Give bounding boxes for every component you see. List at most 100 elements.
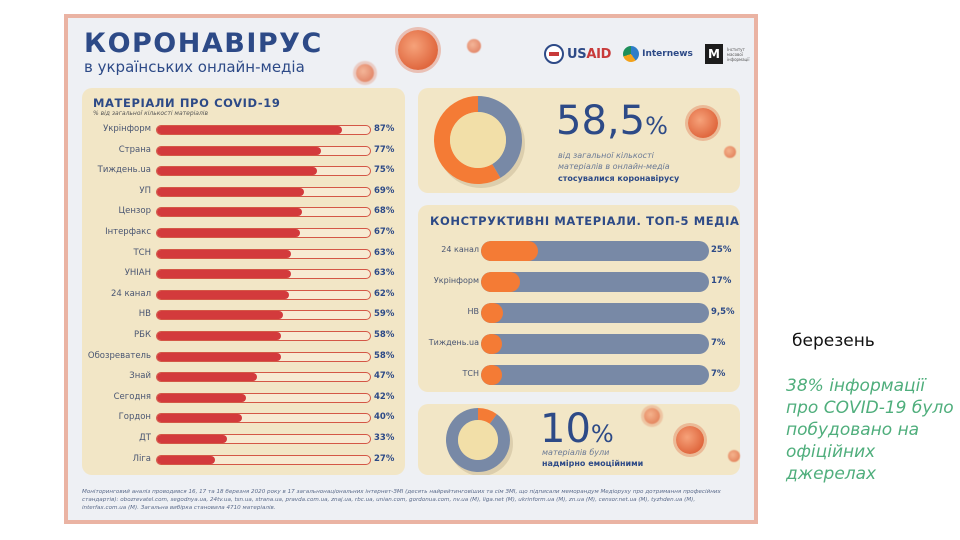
bar-fill xyxy=(157,187,304,196)
constructive-bar-row: 24 канал 25% xyxy=(418,241,740,261)
bar-track xyxy=(156,269,371,280)
bar-track xyxy=(156,228,371,238)
bar-value-label: 33% xyxy=(374,433,395,443)
bar-label: Тиждень.ua xyxy=(428,338,479,347)
virus-icon xyxy=(724,146,736,158)
constructive-bar-row: ТСН 7% xyxy=(418,365,740,385)
bar-value-label: 40% xyxy=(374,412,395,423)
covid-bar-row: 24 канал 62% xyxy=(82,288,405,302)
bar-fill xyxy=(157,290,290,299)
virus-icon xyxy=(644,408,660,424)
bar-label: Укрінформ xyxy=(433,276,479,285)
covid-bar-row: УП 69% xyxy=(82,185,405,199)
bar-fill xyxy=(481,241,538,261)
bar-label: УНІАН xyxy=(124,268,151,279)
side-month-label: березень xyxy=(792,331,875,351)
bar-track xyxy=(156,166,371,177)
bar-fill xyxy=(157,455,215,464)
covid-bar-row: Інтерфакс 67% xyxy=(82,226,405,240)
covid-share-number: 58,5% xyxy=(556,98,668,144)
virus-icon xyxy=(676,426,704,454)
emotional-caption-bold: надмірно емоційними xyxy=(542,459,644,468)
covid-bar-row: Гордон 40% xyxy=(82,411,405,425)
covid-bar-row: РБК 58% xyxy=(82,329,405,343)
bar-track xyxy=(481,241,709,261)
imi-logo-caption: Інститут масової інформації xyxy=(726,46,750,62)
bar-value-label: 7% xyxy=(711,369,726,379)
bar-track xyxy=(156,186,371,197)
bar-label: Тиждень.ua xyxy=(97,165,151,176)
bar-fill xyxy=(157,393,247,402)
donut-slice xyxy=(434,96,501,184)
bar-track xyxy=(156,289,371,300)
constructive-title: КОНСТРУКТИВНІ МАТЕРІАЛИ. ТОП-5 МЕДІА xyxy=(430,214,740,228)
bar-fill xyxy=(481,303,503,323)
bar-track xyxy=(156,125,371,135)
covid-share-caption-1: від загальної кількості xyxy=(558,151,654,160)
bar-track xyxy=(156,434,371,444)
bar-fill xyxy=(157,435,228,443)
bar-track xyxy=(156,248,371,259)
bar-track xyxy=(156,372,371,383)
bar-value-label: 7% xyxy=(711,338,726,348)
donut-slice xyxy=(446,408,510,472)
usaid-logo: USAID xyxy=(544,44,611,64)
virus-icon xyxy=(728,450,740,462)
bar-value-label: 63% xyxy=(374,268,395,279)
donut-hole xyxy=(458,420,498,460)
covid-materials-panel: МАТЕРІАЛИ ПРО COVID-19 % від загальної к… xyxy=(82,88,405,475)
partner-logos: USAID Internews М Інститут масової інфор… xyxy=(544,42,751,66)
constructive-bar-row: Укрінформ 17% xyxy=(418,272,740,292)
virus-icon xyxy=(688,108,718,138)
emotional-number: 10% xyxy=(540,406,614,452)
usaid-suffix: AID xyxy=(586,46,612,62)
virus-icon xyxy=(356,64,374,82)
constructive-panel: КОНСТРУКТИВНІ МАТЕРІАЛИ. ТОП-5 МЕДІА 24 … xyxy=(418,205,740,392)
bar-value-label: 68% xyxy=(374,206,395,217)
bar-value-label: 62% xyxy=(374,288,395,299)
usaid-prefix: US xyxy=(567,46,587,62)
covid-bar-row: Страна 77% xyxy=(82,144,405,158)
bar-value-label: 58% xyxy=(374,330,395,340)
covid-bar-row: Ліга 27% xyxy=(82,453,405,467)
covid-bar-row: ТСН 63% xyxy=(82,247,405,261)
emotional-donut xyxy=(446,408,513,475)
bar-label: НВ xyxy=(138,309,151,320)
bar-fill xyxy=(481,334,502,354)
bar-value-label: 59% xyxy=(374,309,395,320)
bar-label: Сегодня xyxy=(113,391,151,402)
bar-value-label: 47% xyxy=(374,371,395,382)
bar-fill xyxy=(157,332,281,340)
covid-share-caption-bold: стосувалися коронавірусу xyxy=(558,174,680,183)
bar-label: Знай xyxy=(129,371,151,382)
bar-track xyxy=(156,145,371,156)
bar-fill xyxy=(157,352,281,361)
covid-bar-row: Укрінформ 87% xyxy=(82,123,405,137)
bar-track xyxy=(156,310,371,321)
internews-logo: Internews xyxy=(623,46,693,62)
side-note: 38% інформації про COVID-19 було побудов… xyxy=(786,376,954,484)
bar-value-label: 87% xyxy=(374,124,395,134)
infographic-title: КОРОНАВІРУС xyxy=(84,28,323,59)
emotional-percent-sign: % xyxy=(590,420,614,448)
bar-value-label: 75% xyxy=(374,165,395,176)
covid-bar-row: УНІАН 63% xyxy=(82,267,405,281)
bar-fill xyxy=(157,373,258,382)
bar-value-label: 42% xyxy=(374,391,395,402)
covid-bar-row: Цензор 68% xyxy=(82,205,405,219)
bar-value-label: 58% xyxy=(374,350,395,361)
bar-label: 24 канал xyxy=(441,245,479,254)
bar-value-label: 77% xyxy=(374,144,395,155)
bar-fill xyxy=(157,208,302,217)
bar-track xyxy=(156,454,371,465)
bar-value-label: 17% xyxy=(711,276,732,286)
bar-track xyxy=(481,334,709,354)
bar-label: ТСН xyxy=(462,369,480,378)
bar-label: Укрінформ xyxy=(103,124,151,134)
bar-value-label: 27% xyxy=(374,453,395,464)
usaid-seal-icon xyxy=(544,44,564,64)
bar-fill xyxy=(481,365,502,385)
bar-value-label: 25% xyxy=(711,245,732,255)
imi-logo: М Інститут масової інформації xyxy=(704,44,751,64)
covid-share-panel: 58,5% від загальної кількості матеріалів… xyxy=(418,88,740,193)
